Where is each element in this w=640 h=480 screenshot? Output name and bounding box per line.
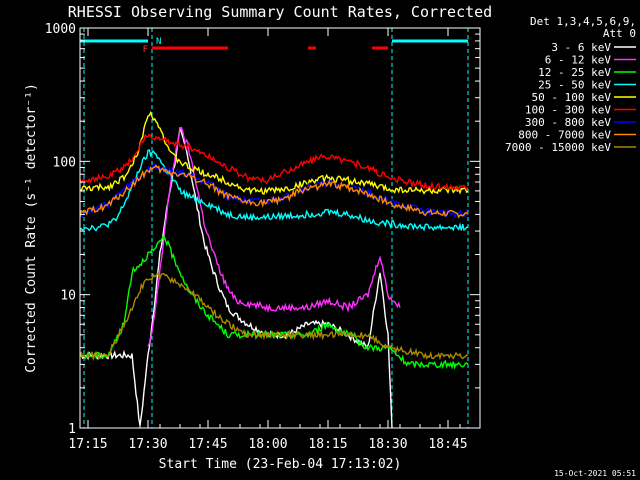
footer-date: 15-Oct-2021 05:51 xyxy=(554,469,636,478)
legend-label-7: 800 - 7000 keV xyxy=(518,129,611,142)
series-line-8 xyxy=(79,272,469,362)
x-tick-label-1: 17:30 xyxy=(128,437,167,452)
legend-label-1: 6 - 12 keV xyxy=(545,54,612,67)
flare-band-label: F xyxy=(143,45,148,55)
legend-label-3: 25 - 50 keV xyxy=(538,79,611,92)
legend-label-6: 300 - 800 keV xyxy=(525,116,611,129)
series-line-4 xyxy=(79,110,469,196)
legend-header-line-1: Det 1,3,4,5,6,9, xyxy=(530,15,636,28)
x-axis-label: Start Time (23-Feb-04 17:13:02) xyxy=(159,457,402,472)
axes: 17:15 17:30 17:45 18:00 18:15 18:30 18:45 1 10 10… xyxy=(45,22,480,452)
series-line-7 xyxy=(79,164,469,219)
x-tick-label-6: 18:45 xyxy=(428,437,467,452)
x-tick-label-2: 17:45 xyxy=(188,437,227,452)
legend-label-2: 12 - 25 keV xyxy=(538,66,611,79)
series-line-1 xyxy=(147,126,401,347)
y-tick-label-0: 1 xyxy=(68,422,76,437)
x-tick-label-5: 18:30 xyxy=(368,437,407,452)
y-axis-label: Corrected Count Rate (s⁻¹ detector⁻¹) xyxy=(24,83,39,373)
x-tick-label-4: 18:15 xyxy=(308,437,347,452)
y-tick-label-3: 1000 xyxy=(45,22,76,37)
legend-label-8: 7000 - 15000 keV xyxy=(505,141,611,154)
series-line-0 xyxy=(79,127,393,429)
legend-label-5: 100 - 300 keV xyxy=(525,104,611,117)
chart-title: RHESSI Observing Summary Count Rates, Co… xyxy=(68,3,492,21)
legend-header-line-2: Att 0 xyxy=(603,27,636,40)
series-lines xyxy=(79,110,469,429)
x-tick-label-3: 18:00 xyxy=(248,437,287,452)
legend-label-0: 3 - 6 keV xyxy=(551,41,611,54)
y-tick-label-1: 10 xyxy=(60,289,76,304)
x-tick-label-0: 17:15 xyxy=(68,437,107,452)
y-tick-label-2: 100 xyxy=(53,155,76,170)
night-band-label: N xyxy=(156,37,161,47)
series-line-5 xyxy=(79,133,469,192)
series-line-3 xyxy=(79,149,469,232)
observing-bands: NF xyxy=(80,28,469,428)
legend-label-4: 50 - 100 keV xyxy=(532,91,612,104)
